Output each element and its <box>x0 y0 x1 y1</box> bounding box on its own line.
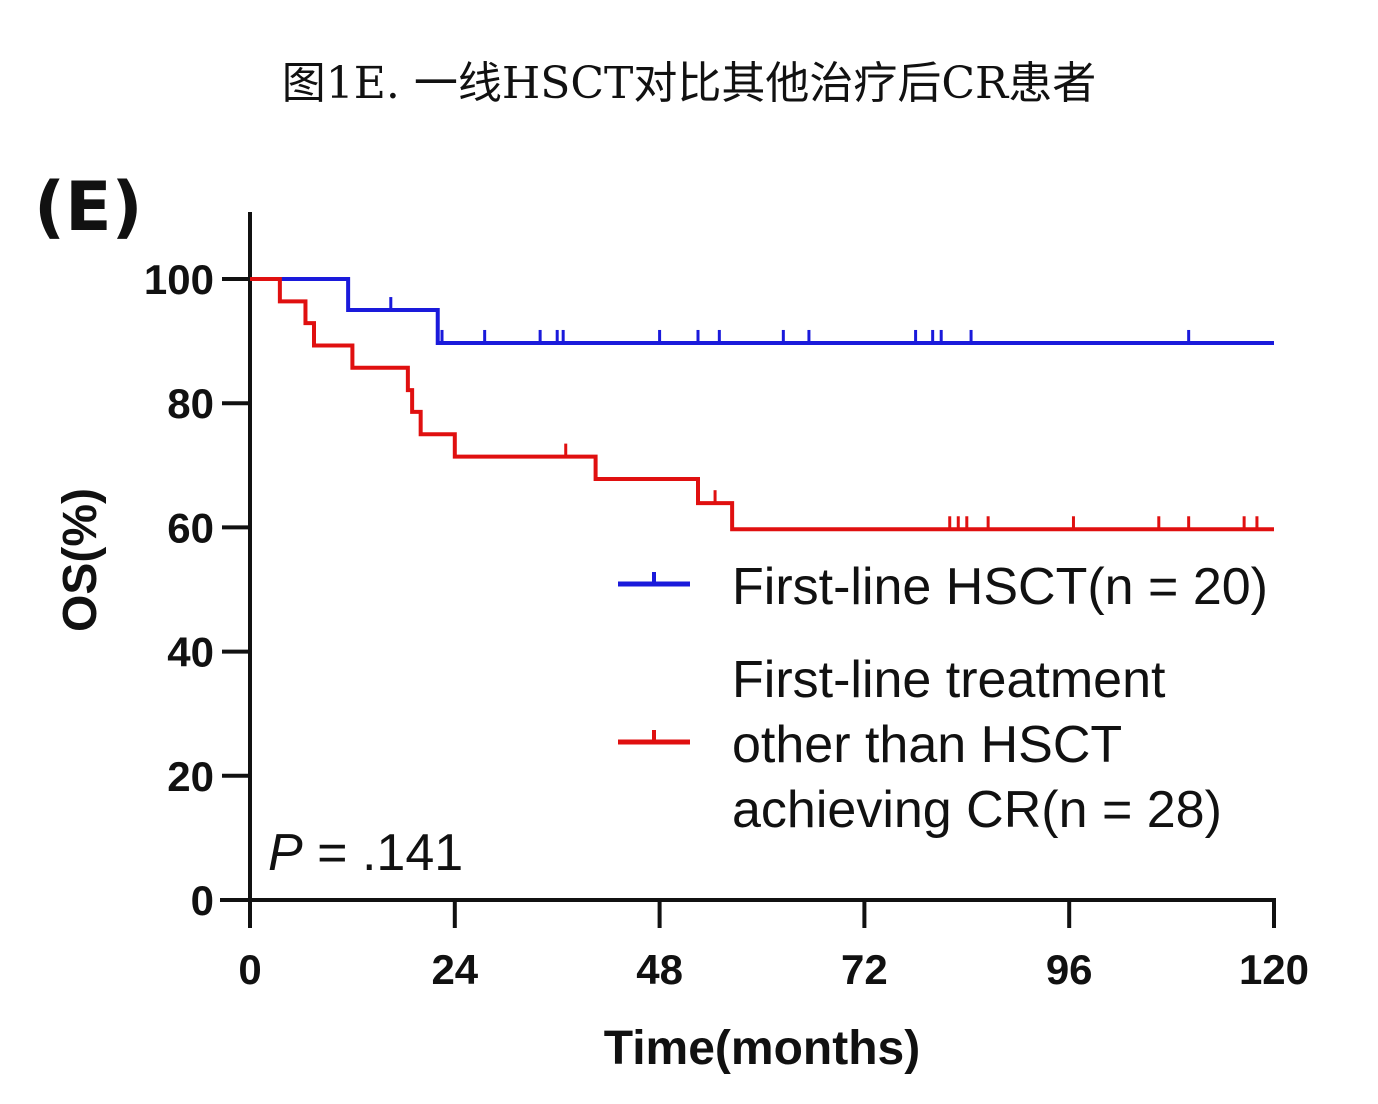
x-axis-label: Time(months) <box>604 1022 920 1075</box>
y-tick-label: 80 <box>167 380 214 427</box>
legend-label-line-3: achieving CR(n = 28) <box>732 781 1222 839</box>
p-value: P = .141 <box>268 824 463 882</box>
y-tick-label: 60 <box>167 504 214 551</box>
y-ticks: 0 20 40 60 80 100 <box>144 256 250 924</box>
survival-curves <box>250 277 1274 532</box>
legend: First-line HSCT(n = 20) First-line treat… <box>618 558 1268 839</box>
x-tick-label: 72 <box>841 946 888 993</box>
panel-label: (E) <box>34 168 143 247</box>
survival-curve-1 <box>250 277 1274 532</box>
x-tick-label: 0 <box>238 946 261 993</box>
x-tick-label: 120 <box>1239 946 1309 993</box>
x-tick-label: 96 <box>1046 946 1093 993</box>
x-tick-label: 24 <box>431 946 478 993</box>
y-tick-label: 40 <box>167 629 214 676</box>
p-value-label: P <box>268 824 303 882</box>
legend-item-first-line-hsct: First-line HSCT(n = 20) <box>618 558 1268 616</box>
survival-curve-0 <box>250 277 1274 345</box>
legend-label-line-1: First-line treatment <box>732 651 1166 709</box>
legend-label-line-2: other than HSCT <box>732 716 1122 774</box>
legend-item-other-than-hsct: First-line treatment other than HSCT ach… <box>618 651 1222 839</box>
legend-label-first-line-hsct: First-line HSCT(n = 20) <box>732 558 1268 616</box>
x-tick-label: 48 <box>636 946 683 993</box>
y-tick-label: 100 <box>144 256 214 303</box>
p-value-text: = .141 <box>303 824 463 882</box>
y-tick-label: 20 <box>167 753 214 800</box>
axes <box>220 212 1276 902</box>
x-ticks: 0 24 48 72 96 120 <box>238 900 1309 993</box>
y-tick-label: 0 <box>191 877 214 924</box>
y-axis-label: OS(%) <box>54 488 107 632</box>
page-title: 图1E. 一线HSCT对比其他治疗后CR患者 <box>282 58 1096 109</box>
